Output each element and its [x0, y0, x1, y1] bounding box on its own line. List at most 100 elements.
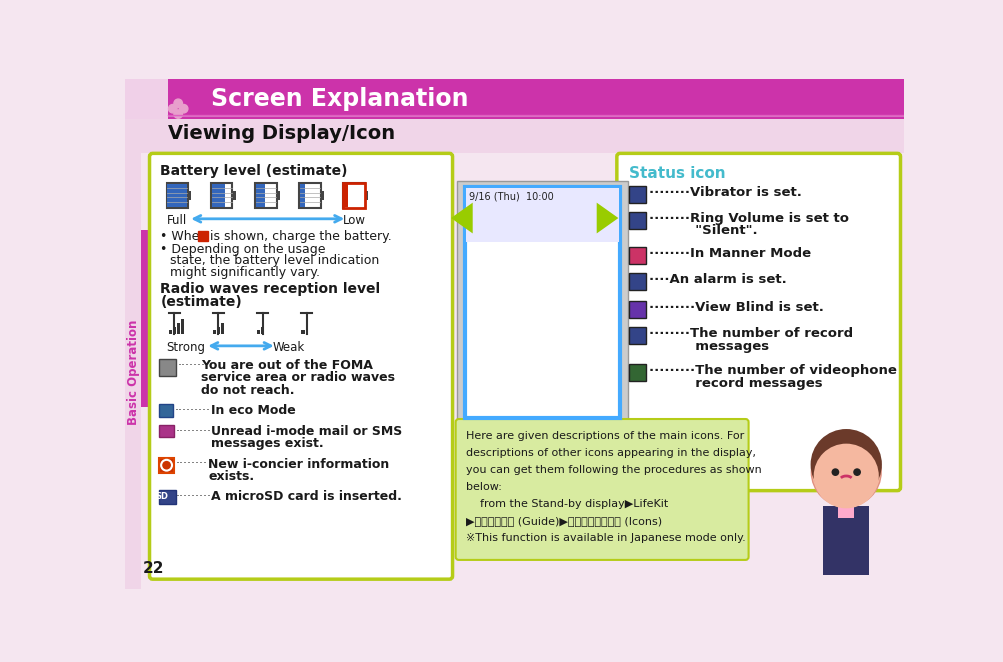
Bar	[125, 79, 168, 119]
Text: Viewing Display/Icon: Viewing Display/Icon	[168, 124, 395, 143]
Bar	[344, 184, 348, 207]
Bar	[125, 119, 903, 152]
Polygon shape	[596, 203, 618, 234]
Text: do not reach.: do not reach.	[201, 383, 294, 397]
Text: ·········: ·········	[176, 425, 212, 438]
Bar	[277, 191, 280, 201]
Bar	[189, 191, 192, 201]
Bar	[456, 181, 627, 428]
Text: SD: SD	[155, 492, 169, 501]
Circle shape	[180, 105, 188, 113]
Bar	[158, 425, 175, 438]
Bar	[300, 184, 304, 207]
Bar	[629, 301, 646, 318]
Text: messages exist.: messages exist.	[211, 438, 323, 450]
Text: Unread i-mode mail or SMS: Unread i-mode mail or SMS	[211, 425, 401, 438]
Bar	[365, 191, 368, 201]
Text: from the Stand-by display▶LifeKit: from the Stand-by display▶LifeKit	[466, 499, 668, 509]
Text: Battery level (estimate): Battery level (estimate)	[160, 164, 347, 178]
Text: ····An alarm is set.: ····An alarm is set.	[649, 273, 786, 287]
Circle shape	[853, 468, 861, 476]
Bar	[221, 323, 224, 334]
Bar	[629, 273, 646, 291]
Bar	[168, 79, 903, 119]
Bar	[173, 326, 176, 334]
Bar	[168, 184, 187, 207]
Bar	[301, 330, 304, 334]
Bar	[158, 359, 176, 376]
Circle shape	[809, 429, 881, 500]
Text: Status icon: Status icon	[629, 166, 725, 181]
Text: A microSD card is inserted.: A microSD card is inserted.	[211, 490, 401, 503]
Text: Low: Low	[343, 214, 366, 227]
Polygon shape	[450, 203, 472, 234]
Bar	[233, 191, 236, 201]
Text: (estimate): (estimate)	[160, 295, 242, 309]
Circle shape	[830, 468, 839, 476]
Text: New i-concier information: New i-concier information	[209, 457, 389, 471]
Text: Here are given descriptions of the main icons. For: Here are given descriptions of the main …	[466, 432, 744, 442]
Text: Full: Full	[166, 214, 187, 227]
Text: ········: ········	[176, 457, 208, 471]
Text: you can get them following the procedures as shown: you can get them following the procedure…	[466, 465, 761, 475]
Text: 22: 22	[142, 561, 163, 576]
Bar	[343, 183, 365, 208]
Text: ·········View Blind is set.: ·········View Blind is set.	[649, 301, 823, 314]
Text: "Silent".: "Silent".	[649, 224, 757, 237]
Bar	[211, 183, 233, 208]
Text: exists.: exists.	[209, 470, 255, 483]
Bar	[158, 490, 176, 504]
Bar	[181, 319, 184, 334]
Bar	[629, 248, 646, 264]
Text: ※This function is available in Japanese mode only.: ※This function is available in Japanese …	[466, 533, 745, 543]
Text: Weak: Weak	[273, 341, 305, 354]
Text: ········Ring Volume is set to: ········Ring Volume is set to	[649, 212, 849, 225]
Text: • When: • When	[160, 230, 208, 242]
Bar	[299, 183, 321, 208]
Bar	[343, 183, 365, 208]
Text: descriptions of other icons appearing in the display,: descriptions of other icons appearing in…	[466, 448, 755, 458]
Bar	[256, 184, 265, 207]
Text: ········The number of record: ········The number of record	[649, 328, 853, 340]
Bar	[158, 404, 173, 418]
Text: ·······: ·······	[178, 359, 206, 372]
Bar	[838, 506, 854, 518]
Text: ▶使いかたナビ (Guide)▶表示アイコン説明 (Icons): ▶使いかたナビ (Guide)▶表示アイコン説明 (Icons)	[466, 516, 662, 526]
Text: ·········: ·········	[176, 490, 212, 503]
Text: record messages: record messages	[649, 377, 822, 390]
Bar	[140, 230, 152, 406]
Circle shape	[812, 444, 878, 508]
Bar	[257, 330, 260, 334]
Text: • Depending on the usage: • Depending on the usage	[160, 243, 326, 256]
Text: messages: messages	[649, 340, 768, 353]
Bar	[177, 323, 180, 334]
Bar	[465, 188, 619, 242]
FancyBboxPatch shape	[149, 154, 452, 579]
Bar	[198, 231, 208, 241]
Text: ·········The number of videophone: ·········The number of videophone	[649, 364, 897, 377]
FancyBboxPatch shape	[616, 154, 900, 491]
Circle shape	[810, 438, 881, 507]
Bar	[321, 191, 324, 201]
Bar	[166, 183, 189, 208]
Text: below:: below:	[466, 482, 502, 492]
Bar	[125, 119, 140, 589]
FancyBboxPatch shape	[464, 187, 619, 418]
Text: 9/16 (Thu)  10:00: 9/16 (Thu) 10:00	[468, 191, 553, 201]
Text: You are out of the FOMA: You are out of the FOMA	[201, 359, 372, 372]
Bar	[261, 326, 264, 334]
FancyBboxPatch shape	[455, 419, 748, 560]
Circle shape	[169, 105, 177, 113]
Text: In eco Mode: In eco Mode	[211, 404, 295, 416]
Text: service area or radio waves: service area or radio waves	[201, 371, 394, 384]
Bar	[629, 364, 646, 381]
Bar	[158, 457, 175, 473]
Text: ·········: ·········	[175, 404, 210, 416]
Text: might significantly vary.: might significantly vary.	[170, 265, 319, 279]
Text: state, the battery level indication: state, the battery level indication	[170, 254, 378, 267]
Bar	[217, 326, 220, 334]
Circle shape	[174, 110, 183, 118]
Bar	[213, 330, 216, 334]
Text: Strong: Strong	[166, 341, 206, 354]
Text: Basic Operation: Basic Operation	[126, 319, 139, 425]
